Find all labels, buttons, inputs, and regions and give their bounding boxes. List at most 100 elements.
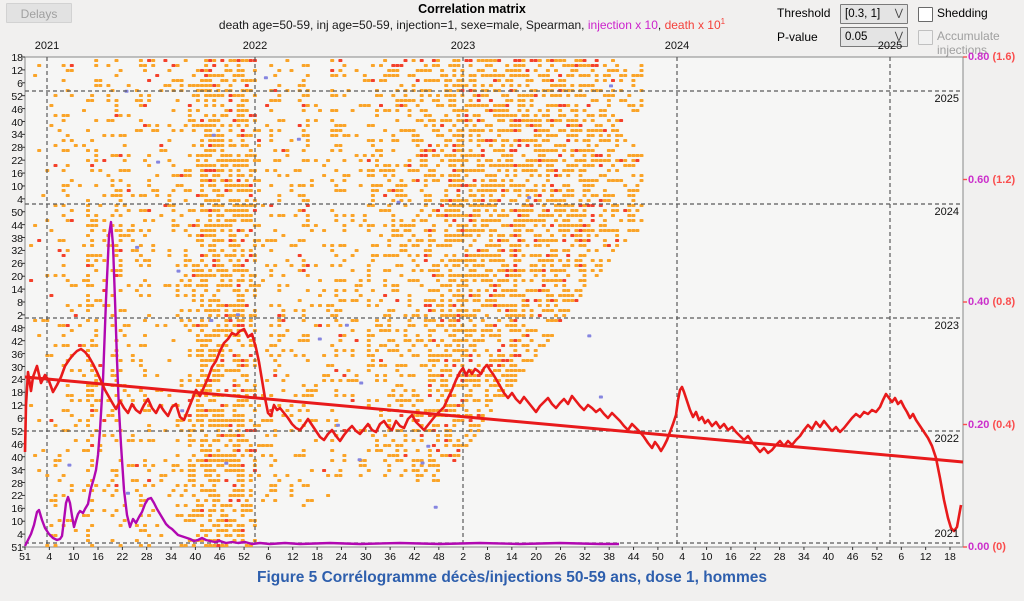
x-tick-label: 30	[359, 551, 372, 563]
x-tick-label: 46	[846, 551, 859, 563]
x-tick-label: 10	[67, 551, 80, 563]
x-tick-label: 50	[652, 551, 664, 563]
y-tick-label: 6	[17, 77, 23, 90]
x-tick-label: 2	[460, 551, 467, 563]
x-tick-label: 12	[286, 551, 299, 563]
y-tick-label: 24	[11, 374, 23, 387]
y-tick-label: 16	[11, 168, 23, 181]
year-label-right: 2024	[934, 206, 959, 218]
year-label-top: 2023	[450, 40, 476, 52]
subtitle-injection-scale: injection x 10	[587, 18, 658, 32]
death-scale-value: (1.2)	[992, 173, 1016, 186]
x-tick-label: 48	[432, 551, 445, 563]
y-tick-label: 14	[11, 284, 23, 297]
x-tick-label: 46	[213, 551, 226, 563]
x-tick-label: 28	[140, 551, 153, 563]
death-scale-value: (0.8)	[992, 296, 1016, 308]
x-tick-label: 16	[92, 551, 104, 563]
x-tick-label: 10	[700, 551, 713, 563]
shedding-label: Shedding	[937, 6, 988, 20]
y-tick-label: 6	[17, 413, 23, 426]
y-tick-label: 36	[11, 348, 23, 361]
x-tick-label: 40	[189, 551, 202, 563]
x-tick-label: 52	[871, 551, 883, 563]
year-label-right: 2021	[934, 528, 959, 540]
y-tick-label: 4	[17, 193, 23, 206]
x-tick-label: 6	[265, 551, 272, 563]
x-tick-label: 40	[822, 551, 835, 563]
y-tick-label: 22	[11, 490, 23, 503]
x-tick-label: 36	[384, 551, 396, 563]
threshold-label: Threshold	[777, 6, 831, 20]
injection-scale-value: 0.80	[968, 51, 990, 63]
y-tick-label: 48	[11, 322, 23, 335]
y-tick-label: 40	[11, 451, 23, 464]
x-tick-label: 44	[627, 551, 640, 563]
subtitle-separator: ,	[657, 18, 665, 32]
x-tick-label: 4	[46, 551, 53, 563]
y-tick-label: 52	[11, 90, 23, 103]
x-tick-label: 32	[579, 551, 591, 563]
y-tick-label: 46	[11, 103, 23, 116]
death-scale-value: (0)	[992, 541, 1006, 553]
shedding-checkbox[interactable]	[918, 7, 933, 22]
y-tick-label: 38	[11, 232, 23, 245]
x-tick-label: 24	[335, 551, 348, 563]
x-tick-label: 14	[505, 551, 518, 563]
year-label-top: 2025	[877, 40, 903, 52]
y-tick-label: 26	[11, 258, 23, 271]
x-tick-label: 38	[603, 551, 616, 563]
y-tick-label: 22	[11, 155, 23, 168]
year-label-top: 2024	[664, 40, 690, 52]
correlation-scale-tick: 0.80 (1.6)	[968, 51, 1015, 63]
y-tick-label: 10	[11, 516, 23, 529]
y-tick-label: 44	[11, 219, 23, 232]
year-label-top: 2021	[34, 40, 60, 52]
pvalue-dropdown[interactable]: ⋁ 0.05	[840, 27, 908, 47]
y-tick-label: 51	[11, 542, 23, 554]
death-scale-value: (0.4)	[992, 418, 1016, 431]
chevron-down-icon: ⋁	[894, 8, 903, 19]
injection-scale-value: 0.20	[968, 418, 990, 431]
accumulate-injections-checkbox	[918, 30, 933, 45]
accumulate-injections-label: Accumulate injections	[937, 29, 1000, 57]
year-label-right: 2023	[934, 320, 959, 332]
y-tick-label: 10	[11, 180, 23, 193]
x-tick-label: 28	[773, 551, 786, 563]
y-tick-label: 8	[17, 297, 23, 309]
figure-caption: Figure 5 Corrélogramme décès/injections …	[257, 569, 767, 586]
y-tick-label: 18	[11, 52, 23, 64]
death-scale-value: (1.6)	[992, 51, 1016, 63]
y-tick-label: 32	[11, 245, 23, 258]
x-tick-label: 16	[725, 551, 737, 563]
x-tick-label: 12	[919, 551, 932, 563]
x-tick-label: 18	[944, 551, 956, 563]
x-tick-label: 18	[311, 551, 323, 563]
chart-subtitle: death age=50-59, inj age=50-59, injectio…	[25, 17, 919, 32]
x-tick-label: 52	[238, 551, 250, 563]
x-tick-label: 8	[484, 551, 491, 563]
year-label-right: 2025	[934, 93, 959, 105]
y-tick-label: 16	[11, 503, 23, 516]
y-tick-label: 20	[11, 271, 23, 284]
x-tick-label: 20	[530, 551, 543, 563]
delays-button[interactable]: Delays	[6, 3, 72, 23]
y-tick-label: 46	[11, 438, 23, 451]
y-tick-label: 30	[11, 361, 23, 374]
y-tick-label: 12	[11, 64, 23, 77]
y-tick-label: 4	[17, 529, 23, 542]
x-tick-label: 6	[898, 551, 905, 563]
threshold-dropdown[interactable]: ⋁ [0.3, 1]	[840, 4, 908, 24]
correlation-scale-tick: 0.20 (0.4)	[968, 419, 1015, 431]
year-label-top: 2022	[242, 40, 268, 52]
x-tick-label: 26	[554, 551, 567, 563]
y-tick-label: 40	[11, 116, 23, 129]
correlation-scale-tick: 0.00 (0)	[968, 541, 1006, 553]
pvalue-label: P-value	[777, 30, 818, 44]
y-tick-label: 34	[11, 464, 23, 477]
x-tick-label: 22	[749, 551, 762, 563]
y-tick-label: 18	[11, 387, 23, 400]
y-tick-label: 50	[11, 206, 23, 219]
x-tick-label: 51	[19, 551, 31, 563]
